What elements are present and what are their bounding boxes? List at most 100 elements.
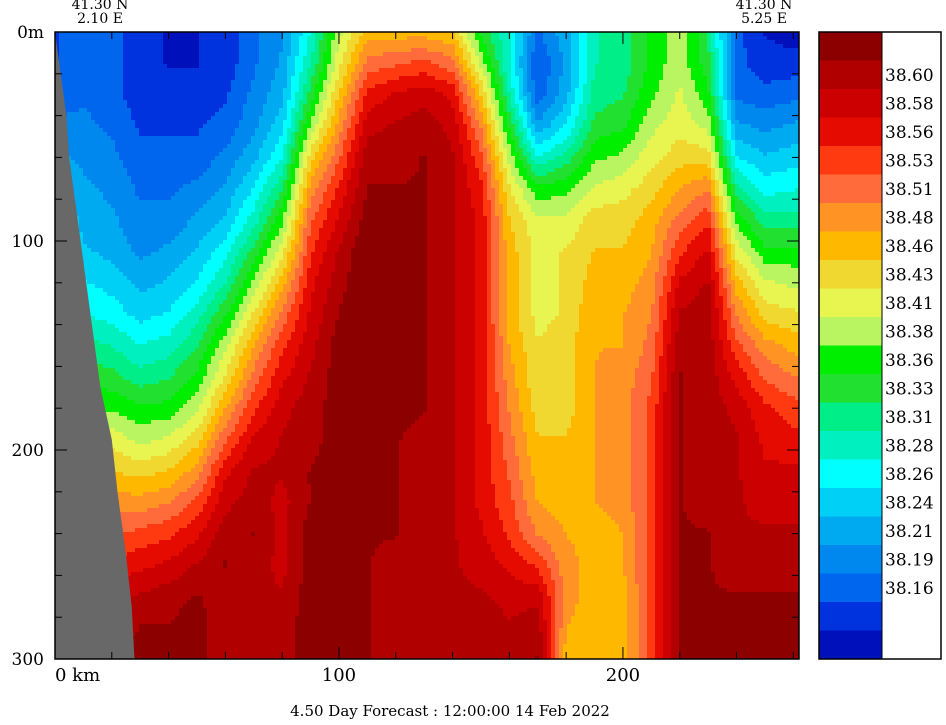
contour-cell <box>147 424 152 429</box>
contour-cell <box>131 352 136 357</box>
contour-cell <box>143 404 148 409</box>
contour-cell <box>91 104 96 109</box>
contour-cell <box>139 104 144 109</box>
contour-cell <box>175 344 180 349</box>
contour-cell <box>135 236 140 241</box>
contour-cell <box>147 548 152 553</box>
contour-cell <box>91 188 96 193</box>
contour-cell <box>143 104 148 109</box>
contour-cell <box>131 384 136 389</box>
contour-cell <box>171 628 176 633</box>
contour-cell <box>171 220 176 225</box>
contour-cell <box>179 456 184 461</box>
contour-cell <box>139 172 144 177</box>
contour-cell <box>95 268 100 273</box>
contour-cell <box>91 264 96 269</box>
contour-cell <box>147 520 152 525</box>
contour-cell <box>123 36 128 41</box>
contour-cell <box>179 244 184 249</box>
contour-cell <box>163 68 168 73</box>
contour-cell <box>103 220 108 225</box>
contour-cell <box>83 136 88 141</box>
contour-cell <box>131 84 136 89</box>
contour-cell <box>103 92 108 97</box>
contour-cell <box>111 268 116 273</box>
contour-cell <box>171 204 176 209</box>
contour-cell <box>83 248 88 253</box>
contour-cell <box>159 260 164 265</box>
contour-cell <box>95 212 100 217</box>
contour-cell <box>147 204 152 209</box>
contour-cell <box>135 444 140 449</box>
contour-cell <box>131 104 136 109</box>
contour-cell <box>111 400 116 405</box>
contour-cell <box>139 532 144 537</box>
contour-cell <box>99 156 104 161</box>
contour-cell <box>127 128 132 133</box>
contour-cell <box>143 196 148 201</box>
contour-cell <box>155 512 160 517</box>
contour-cell <box>179 104 184 109</box>
contour-cell <box>107 204 112 209</box>
contour-cell <box>147 332 152 337</box>
contour-cell <box>95 40 100 45</box>
contour-cell <box>111 68 116 73</box>
contour-cell <box>107 76 112 81</box>
contour-cell <box>151 608 156 613</box>
contour-cell <box>91 176 96 181</box>
contour-cell <box>143 312 148 317</box>
contour-cell <box>131 240 136 245</box>
contour-cell <box>159 416 164 421</box>
contour-cell <box>131 396 136 401</box>
contour-cell <box>119 372 124 377</box>
contour-cell <box>131 328 136 333</box>
contour-cell <box>119 336 124 341</box>
contour-cell <box>131 96 136 101</box>
contour-cell <box>155 160 160 165</box>
contour-cell <box>111 160 116 165</box>
contour-cell <box>155 416 160 421</box>
contour-cell <box>91 160 96 165</box>
contour-cell <box>167 104 172 109</box>
contour-cell <box>87 232 92 237</box>
contour-cell <box>155 344 160 349</box>
contour-cell <box>95 276 100 281</box>
contour-cell <box>175 248 180 253</box>
contour-cell <box>67 104 72 109</box>
contour-cell <box>175 400 180 405</box>
contour-cell <box>163 388 168 393</box>
contour-cell <box>63 48 68 53</box>
salinity-contour-field <box>55 32 800 661</box>
contour-cell <box>135 396 140 401</box>
contour-cell <box>95 284 100 289</box>
contour-cell <box>127 444 132 449</box>
contour-cell <box>127 344 132 349</box>
contour-cell <box>99 176 104 181</box>
contour-cell <box>119 276 124 281</box>
contour-cell <box>127 104 132 109</box>
contour-cell <box>139 116 144 121</box>
contour-cell <box>83 60 88 65</box>
contour-cell <box>123 520 128 525</box>
contour-cell <box>131 488 136 493</box>
contour-cell <box>87 284 92 289</box>
contour-cell <box>119 340 124 345</box>
contour-cell <box>147 532 152 537</box>
contour-cell <box>103 288 108 293</box>
contour-cell <box>179 308 184 313</box>
contour-cell <box>151 84 156 89</box>
contour-cell <box>163 152 168 157</box>
contour-cell <box>159 360 164 365</box>
contour-cell <box>135 608 140 613</box>
contour-cell <box>163 132 168 137</box>
contour-cell <box>155 168 160 173</box>
contour-cell <box>115 52 120 57</box>
contour-cell <box>119 400 124 405</box>
contour-cell <box>79 52 84 57</box>
contour-cell <box>119 300 124 305</box>
contour-cell <box>171 348 176 353</box>
contour-cell <box>71 88 76 93</box>
contour-cell <box>87 176 92 181</box>
contour-cell <box>119 56 124 61</box>
